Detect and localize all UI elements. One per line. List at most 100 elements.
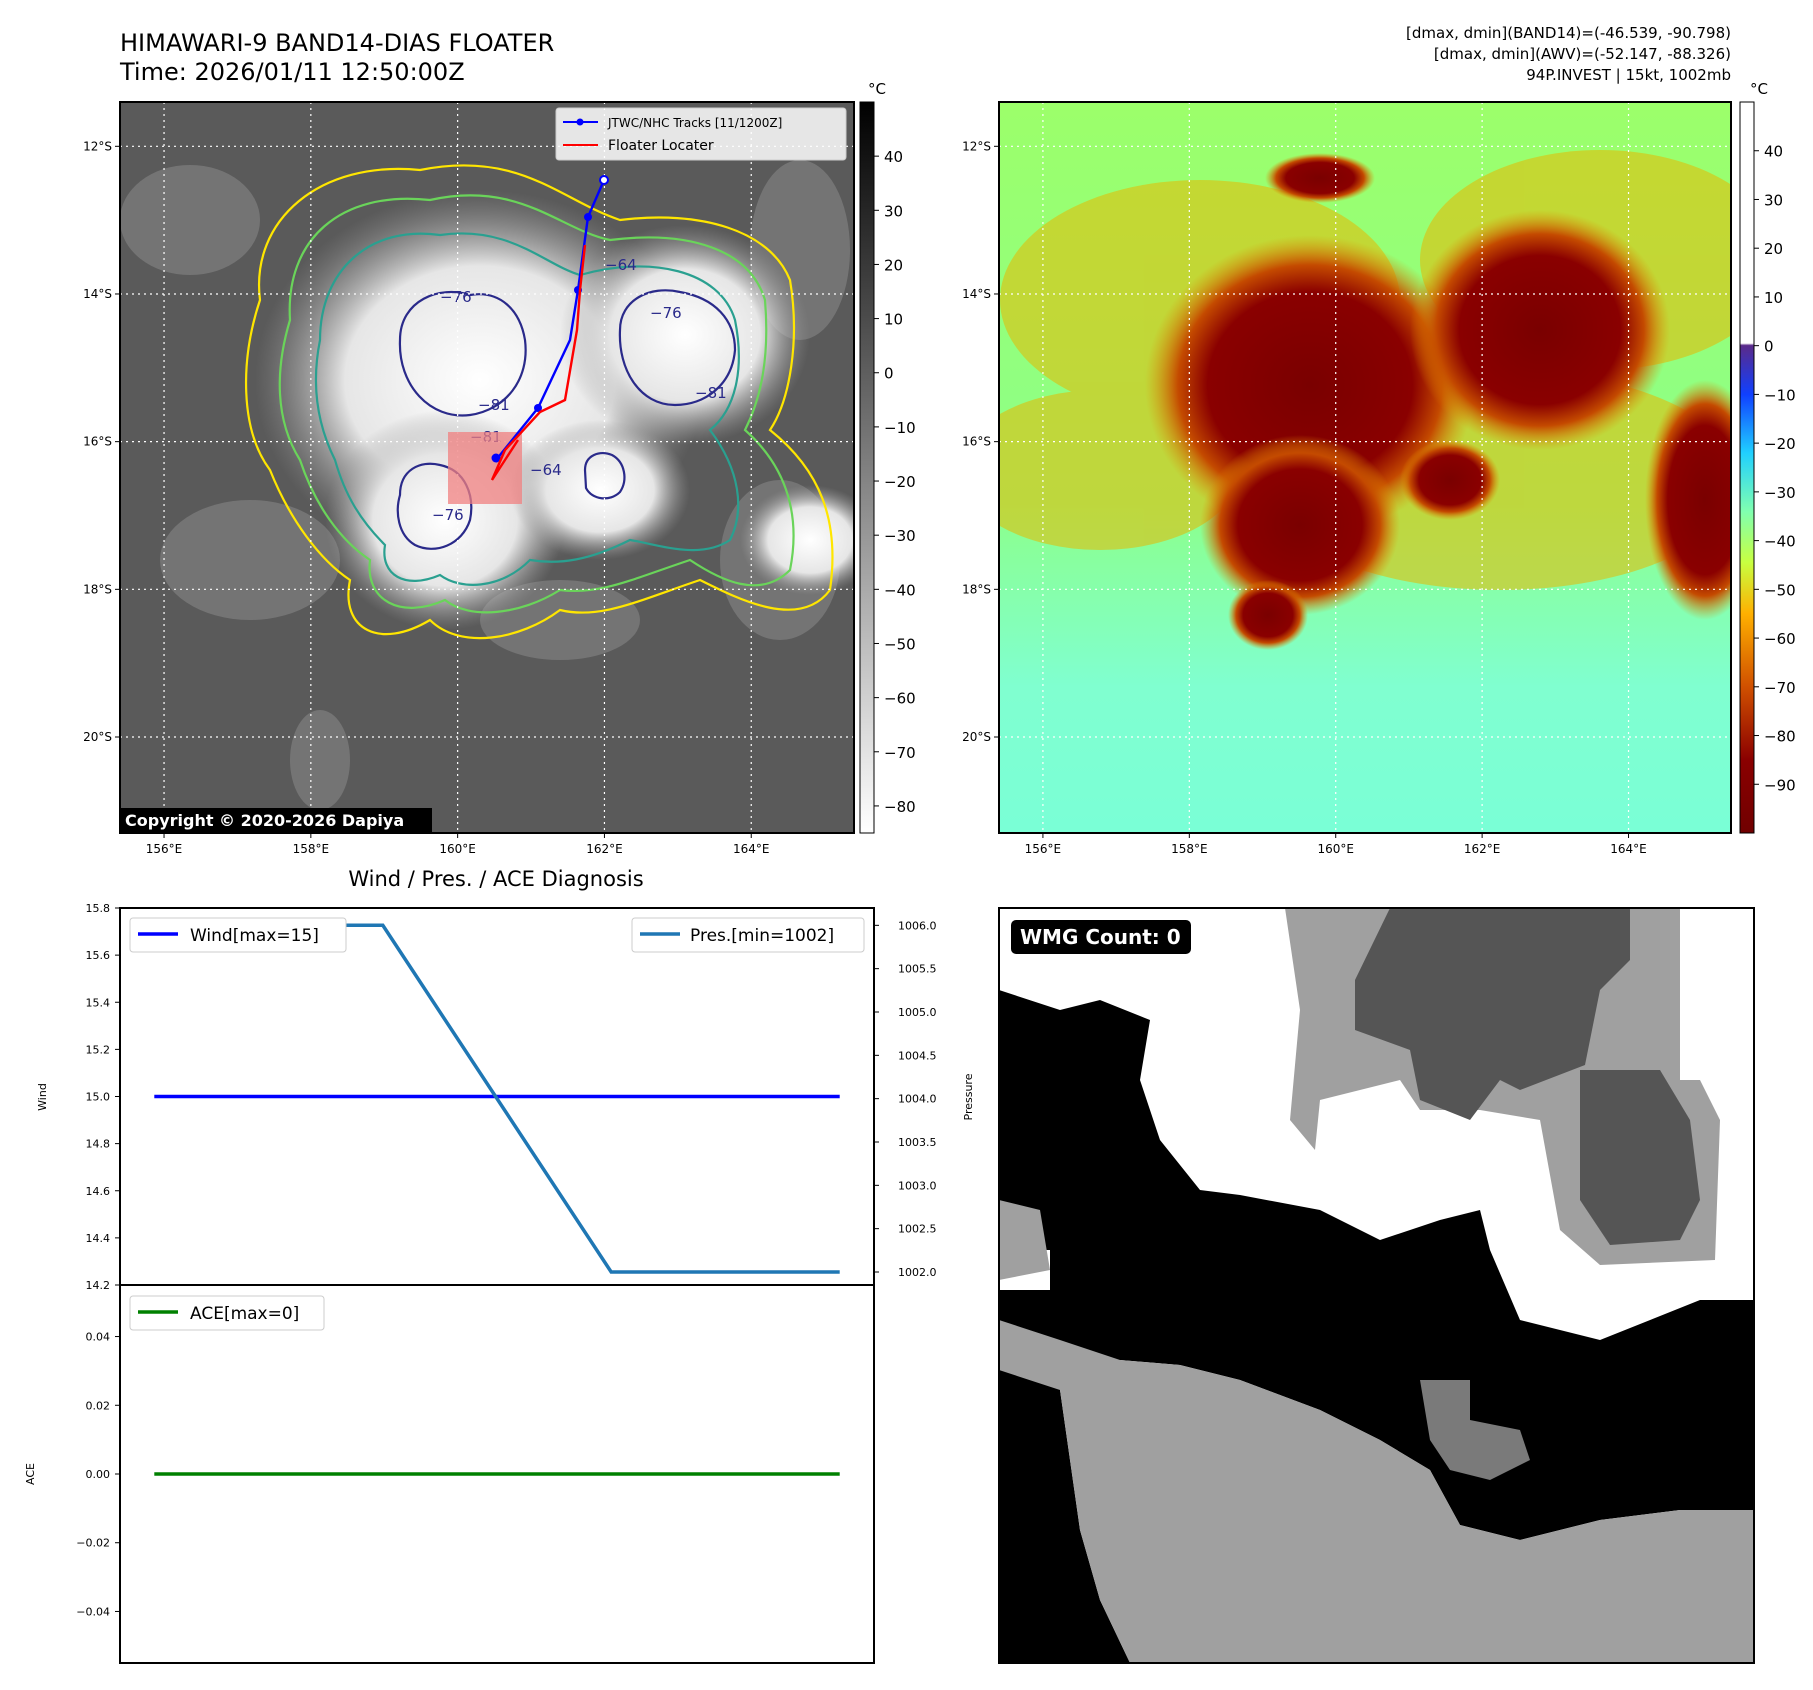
contour-label: −64 <box>530 461 562 479</box>
pressure-axis-label: Pressure <box>962 1073 975 1120</box>
colorbar-tick-label: −10 <box>884 419 916 437</box>
lat-tick-label: 18°S <box>962 582 991 596</box>
ytick-label-right: 1004.0 <box>898 1093 937 1106</box>
ytick-label: −0.04 <box>76 1605 110 1618</box>
colorbar-tick-label: 0 <box>1764 338 1774 356</box>
ytick-label: 15.8 <box>86 902 111 915</box>
ytick-label: 14.8 <box>86 1138 111 1151</box>
ytick-label-right: 1002.0 <box>898 1266 937 1279</box>
lat-tick-label: 14°S <box>962 287 991 301</box>
contour-label: −81 <box>478 396 510 414</box>
ir-convection <box>255 190 854 630</box>
wind-legend-box <box>129 917 347 953</box>
ir-legend: JTWC/NHC Tracks [11/1200Z] Floater Locat… <box>555 107 847 161</box>
contour-yellow <box>244 164 834 640</box>
ytick-label: 14.2 <box>86 1279 111 1292</box>
colorbar-tick-label: 30 <box>884 202 903 220</box>
lon-tick-label: 162°E <box>586 842 623 856</box>
colorbar-tick-label: −30 <box>884 527 916 545</box>
wind-yticks: 15.8 15.6 15.4 15.2 15.0 14.8 14.6 14.4 14.2 <box>86 902 120 1292</box>
track-point <box>534 404 542 412</box>
contour-navy-3 <box>396 462 473 550</box>
contour-label: −76 <box>440 288 472 306</box>
awv-cold-cores <box>1145 153 1731 650</box>
colorbar-tick-label: 0 <box>884 365 894 383</box>
colorbar-tick-label: −70 <box>1764 679 1796 697</box>
ytick-label-right: 1003.0 <box>898 1179 937 1192</box>
jtwc-track-points <box>491 175 609 463</box>
lon-tick-label: 158°E <box>293 842 330 856</box>
copyright-text: Copyright © 2020-2026 Dapiya <box>125 811 404 830</box>
contour-navy-1 <box>398 290 527 417</box>
legend-track-marker <box>576 118 584 126</box>
colorbar-tick-label: 40 <box>884 148 903 166</box>
ace-legend: ACE[max=0] <box>129 1295 325 1331</box>
colorbar-tick-label: −80 <box>1764 728 1796 746</box>
lat-tick-label: 12°S <box>962 139 991 153</box>
lon-tick-label: 164°E <box>733 842 770 856</box>
lon-tick-label: 158°E <box>1171 842 1208 856</box>
wind-axis-label: Wind <box>36 1083 49 1111</box>
awv-colorbar <box>1739 101 1755 834</box>
ytick-label: 0.00 <box>86 1468 111 1481</box>
lat-tick-label: 18°S <box>83 582 112 596</box>
wind-legend-label: Wind[max=15] <box>190 926 319 946</box>
track-point <box>491 453 501 463</box>
ytick-label: 15.4 <box>86 996 111 1009</box>
pressure-yticks: 1006.0 1005.5 1005.0 1004.5 1004.0 1003.5 1003… <box>874 919 937 1279</box>
ytick-label: 0.04 <box>86 1331 111 1344</box>
track-point <box>599 175 609 185</box>
legend-locater-label: Floater Locater <box>608 138 714 154</box>
ir-contours <box>244 164 834 640</box>
wmg-light-gray-lower <box>999 1320 1754 1663</box>
diagnosis-title: Wind / Pres. / ACE Diagnosis <box>348 867 643 891</box>
awv-colorbar-ticks: 40 30 20 10 0 −10 −20 −30 −40 −50 −60 −70 −80 −90 <box>1754 143 1796 794</box>
lat-tick-label: 16°S <box>962 435 991 449</box>
wmg-black-band <box>999 990 1754 1663</box>
ir-colorbar-ticks: 40 30 20 10 0 −10 −20 −30 −40 −50 −60 −70 −80 <box>874 148 916 816</box>
lat-tick-label: 20°S <box>83 730 112 744</box>
ir-map: −76 −76 −64 −81 −76 −64 −81 −81 JTWC <box>120 102 854 833</box>
wmg-mid-gray-patch <box>1420 1380 1530 1480</box>
lat-tick-label: 14°S <box>83 287 112 301</box>
lon-tick-label: 164°E <box>1610 842 1647 856</box>
ytick-label: 15.2 <box>86 1043 111 1056</box>
wmg-frame <box>998 907 1755 1664</box>
colorbar-tick-label: 20 <box>1764 240 1783 258</box>
colorbar-tick-label: −80 <box>884 798 916 816</box>
wmg-dark-right <box>1580 1070 1700 1245</box>
ytick-label: 15.0 <box>86 1091 111 1104</box>
colorbar-tick-label: −40 <box>1764 533 1796 551</box>
colorbar-tick-label: −30 <box>1764 484 1796 502</box>
awv-map <box>999 102 1731 833</box>
colorbar-tick-label: −20 <box>1764 435 1796 453</box>
ytick-label: −0.02 <box>76 1537 110 1550</box>
figure-title-line2: Time: 2026/01/11 12:50:00Z <box>119 58 465 86</box>
stats-line2: [dmax, dmin](AWV)=(-52.147, -88.326) <box>1434 45 1731 63</box>
floater-locater-line <box>490 244 587 481</box>
ytick-label-right: 1002.5 <box>898 1223 937 1236</box>
contour-navy-4 <box>583 452 626 500</box>
colorbar-tick-label: −10 <box>1764 386 1796 404</box>
lon-tick-label: 160°E <box>439 842 476 856</box>
colorbar-tick-label: −60 <box>884 690 916 708</box>
ytick-label-right: 1004.5 <box>898 1049 937 1062</box>
ace-axis-label: ACE <box>24 1463 37 1485</box>
ace-yticks: 0.04 0.02 0.00 −0.02 −0.04 <box>76 1331 120 1618</box>
stats-line3: 94P.INVEST | 15kt, 1002mb <box>1526 66 1731 84</box>
colorbar-tick-label: −20 <box>884 473 916 491</box>
track-point <box>584 213 592 221</box>
ace-legend-box <box>129 1295 325 1331</box>
colorbar-tick-label: 30 <box>1764 191 1783 209</box>
ytick-label: 0.02 <box>86 1399 111 1412</box>
pressure-legend-label: Pres.[min=1002] <box>690 926 834 946</box>
contour-teal <box>314 232 740 586</box>
ytick-label: 15.6 <box>86 949 111 962</box>
wmg-dark-upper <box>1355 908 1630 1120</box>
lat-tick-label: 20°S <box>962 730 991 744</box>
colorbar-tick-label: 40 <box>1764 143 1783 161</box>
awv-map-frame <box>998 101 1732 834</box>
ytick-label-right: 1005.0 <box>898 1006 937 1019</box>
awv-colorbar-unit: °C <box>1750 80 1768 98</box>
